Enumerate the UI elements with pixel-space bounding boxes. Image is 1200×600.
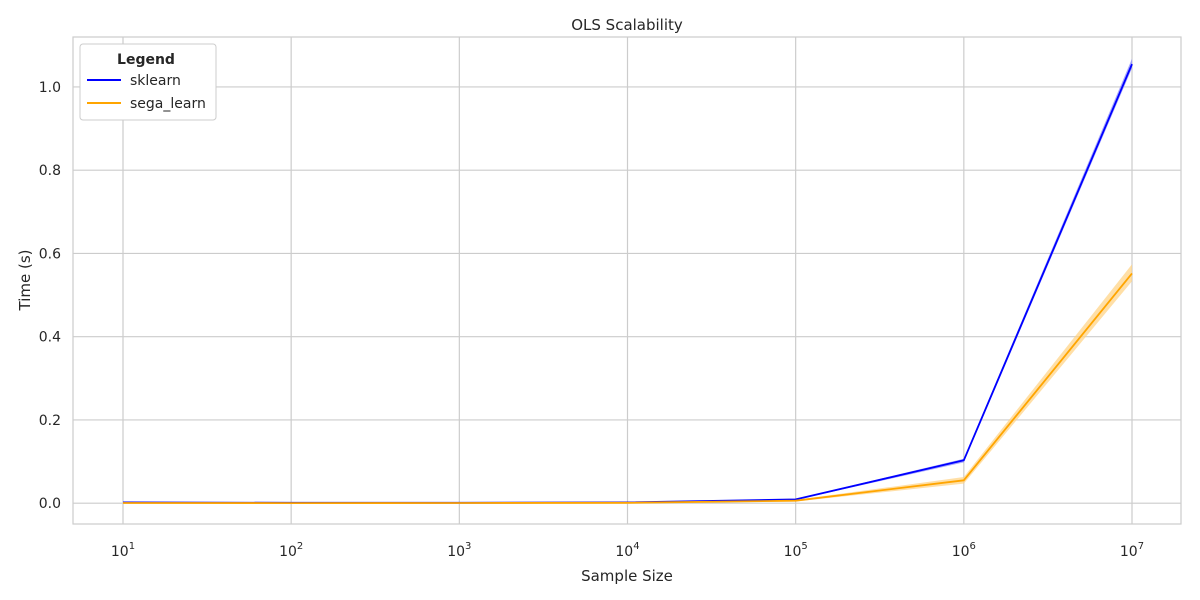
y-axis-label: Time (s)	[16, 250, 34, 312]
x-tick-label: 102	[279, 541, 303, 560]
line-sega-learn	[122, 272, 1133, 505]
y-tick-label: 0.4	[39, 330, 61, 346]
x-tick-label: 106	[952, 541, 976, 560]
y-tick-label: 0.0	[39, 496, 61, 512]
legend-label-sega-learn: sega_learn	[130, 96, 206, 112]
x-tick-label: 105	[784, 541, 808, 560]
legend-box	[79, 43, 217, 121]
legend: Legend sklearn sega_learn	[79, 43, 217, 121]
y-tick-label: 0.6	[39, 246, 61, 262]
legend-title: Legend	[117, 52, 175, 68]
y-tick-label: 1.0	[39, 80, 61, 96]
plot-frame	[72, 36, 1182, 525]
x-axis-label: Sample Size	[581, 567, 673, 585]
x-tick-labels: 101 102 103 104 105 106 107	[111, 541, 1144, 560]
y-tick-label: 0.8	[39, 163, 61, 179]
x-tick-label: 103	[447, 541, 471, 560]
legend-label-sklearn: sklearn	[130, 73, 181, 89]
x-tick-label: 107	[1120, 541, 1144, 560]
x-tick-label: 104	[615, 541, 639, 560]
y-tick-labels: 0.0 0.2 0.4 0.6 0.8 1.0	[39, 80, 61, 512]
series-lines	[122, 63, 1133, 505]
x-tick-label: 101	[111, 541, 135, 560]
chart-title: OLS Scalability	[571, 16, 683, 34]
y-tick-label: 0.2	[39, 413, 61, 429]
